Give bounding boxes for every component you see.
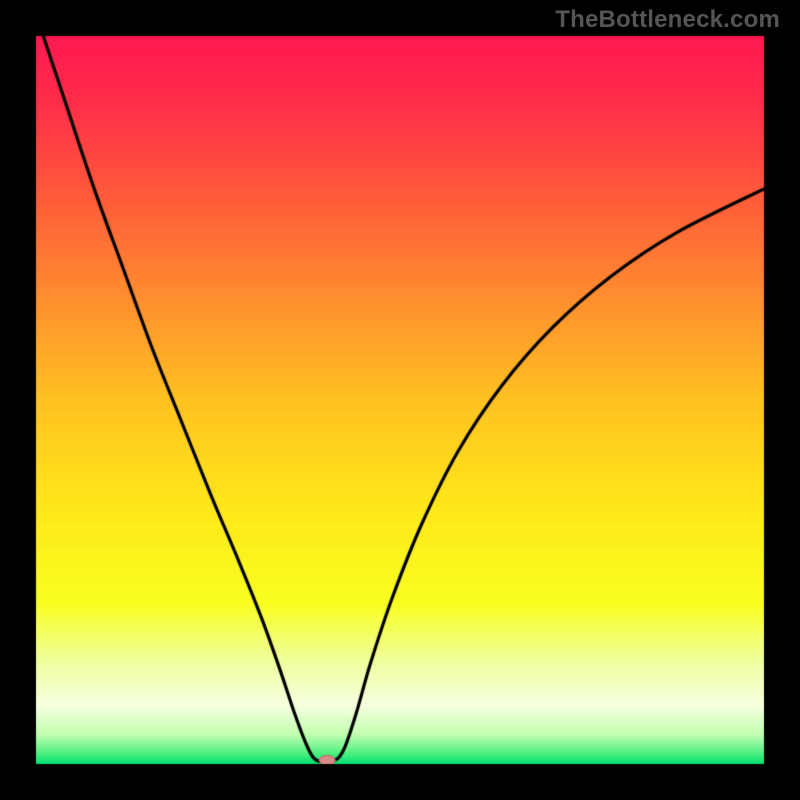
chart-stage: TheBottleneck.com bbox=[0, 0, 800, 800]
bottleneck-chart-canvas bbox=[0, 0, 800, 800]
